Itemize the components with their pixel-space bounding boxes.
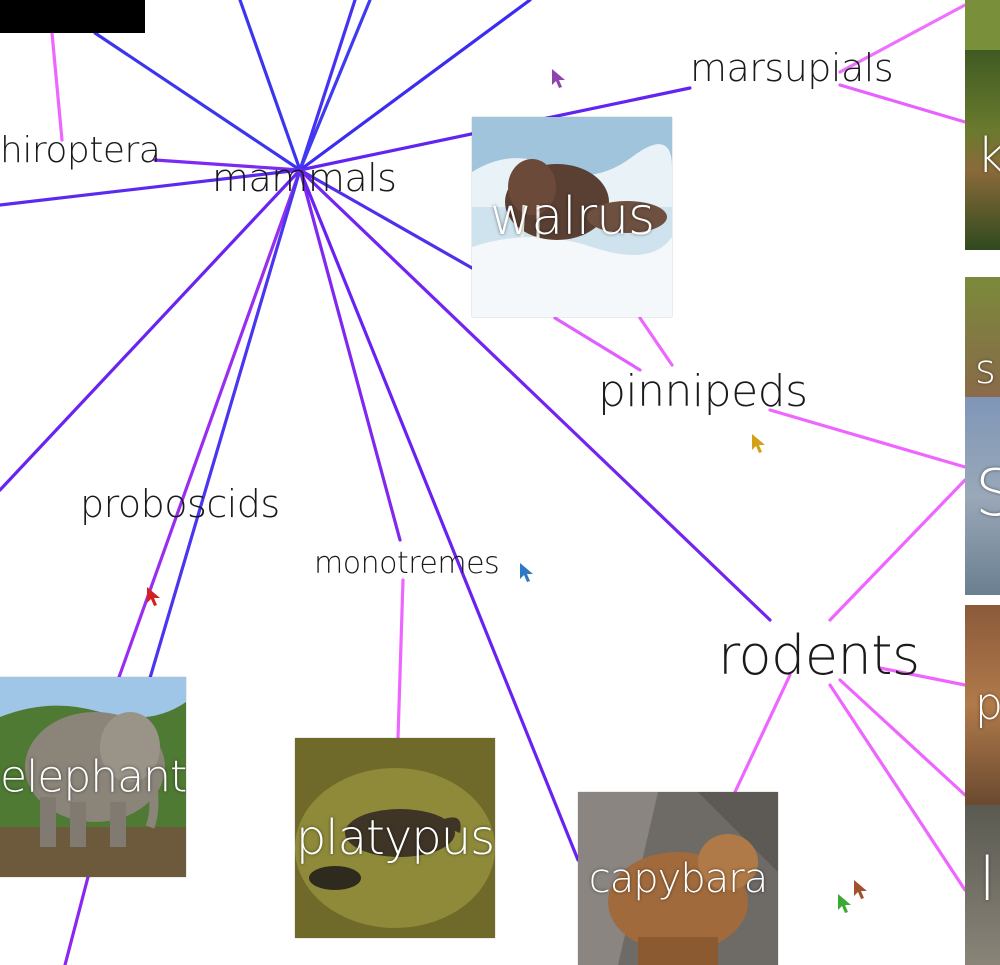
edge-mammals-capybara — [298, 168, 580, 862]
elephant-tile[interactable]: elephant — [0, 677, 186, 877]
pointer-cursor-icon — [147, 587, 160, 606]
pointer-cursor-icon — [552, 69, 565, 88]
edge-rodents-right — [878, 666, 967, 687]
edge-mammals-walrus — [298, 168, 474, 270]
walrus-caption: walrus — [489, 187, 655, 247]
edge-mammals-leftdown — [0, 168, 302, 492]
edge-mammals-chiroptera — [153, 158, 302, 172]
edge-mammals-up2 — [298, 0, 357, 172]
edge-chiroptera-up — [50, 31, 64, 142]
node-monotremes[interactable]: monotremes — [314, 546, 500, 581]
capybara-image — [578, 792, 778, 965]
edge-rodents-right-down — [838, 678, 967, 797]
platypus-tile[interactable]: platypus — [295, 738, 495, 938]
right-tile-k[interactable]: k — [965, 50, 1000, 250]
pointer-cursor-icon — [752, 434, 765, 453]
right-tile-s-small[interactable]: s — [965, 277, 1000, 397]
right-tile-top[interactable] — [965, 0, 1000, 50]
pointer-cursor-icon — [854, 880, 867, 899]
walrus-image — [472, 117, 672, 317]
edge-walrus-pinnipeds1 — [638, 316, 674, 367]
edge-rodents-right-up — [828, 478, 967, 622]
edge-mammals-up1 — [238, 0, 302, 172]
right-tile-s-large-caption: S — [975, 457, 1000, 531]
node-chiroptera[interactable]: hiroptera — [0, 130, 161, 171]
node-pinnipeds[interactable]: pinnipeds — [598, 366, 808, 417]
edge-monotremes-platypus — [396, 578, 405, 740]
pointer-cursor-icon — [838, 894, 851, 913]
edge-mammals-upright — [298, 0, 532, 172]
edge-marsupials-right2 — [838, 83, 967, 124]
edge-rodents-capybara — [733, 673, 792, 794]
node-marsupials[interactable]: marsupials — [690, 46, 894, 90]
edge-rodents-right-down2 — [828, 683, 967, 892]
edge-walrus-pinnipeds2 — [553, 316, 642, 372]
right-tile-p-caption: p — [975, 679, 1000, 730]
right-tile-s-small-caption: s — [975, 347, 996, 393]
edge-pinnipeds-right — [768, 408, 967, 469]
edge-mammals-up3 — [298, 0, 372, 172]
walrus-tile[interactable]: walrus — [472, 117, 672, 317]
edge-mammals-upleft — [93, 31, 302, 172]
capybara-caption: capybara — [588, 855, 768, 902]
obscured-label-box — [0, 0, 145, 33]
edge-mammals-proboscids2 — [148, 168, 302, 680]
right-tile-p[interactable]: p — [965, 605, 1000, 805]
platypus-caption: platypus — [295, 810, 495, 866]
right-tile-l[interactable]: l — [965, 805, 1000, 965]
edge-elephant-down — [63, 875, 90, 965]
node-proboscids[interactable]: proboscids — [80, 482, 280, 526]
edge-mammals-rodents — [298, 168, 772, 622]
node-mammals[interactable]: mammals — [212, 156, 397, 200]
right-tile-s-large[interactable]: S — [965, 397, 1000, 595]
elephant-caption: elephant — [0, 751, 186, 803]
node-rodents[interactable]: rodents — [718, 624, 920, 687]
edge-mammals-monotremes — [298, 168, 402, 542]
pointer-cursor-icon — [520, 563, 533, 582]
edge-mammals-left — [0, 168, 302, 207]
platypus-image — [295, 738, 495, 938]
elephant-image — [0, 677, 186, 877]
edge-marsupials-right1 — [838, 3, 967, 74]
right-tile-l-caption: l — [979, 845, 996, 915]
capybara-tile[interactable]: capybara — [578, 792, 778, 965]
right-tile-k-caption: k — [977, 128, 1000, 184]
node-left-fragment[interactable]: l — [0, 560, 5, 604]
